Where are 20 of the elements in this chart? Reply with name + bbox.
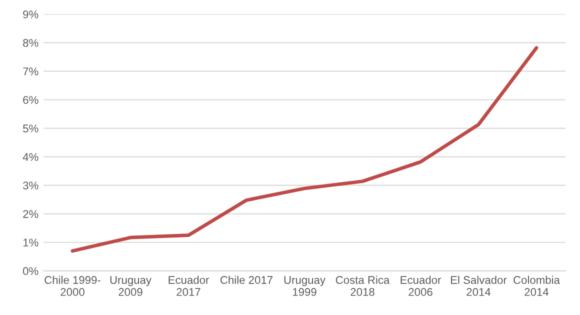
- y-tick-label: 5%: [23, 124, 38, 132]
- y-tick-label: 1%: [23, 238, 38, 246]
- y-tick-label: 0%: [23, 267, 38, 276]
- line-series: [70, 46, 538, 253]
- y-tick-label: 8%: [23, 38, 38, 47]
- y-tick-label: 2%: [23, 210, 38, 218]
- x-tick-label: Chile 1999- 2000: [44, 276, 100, 296]
- y-tick-label: 7%: [23, 68, 38, 76]
- y-tick-label: 6%: [23, 96, 38, 104]
- x-tick-label: Ecuador 2006: [400, 276, 442, 296]
- x-tick-label: Chile 2017: [220, 276, 273, 284]
- x-tick-label: Colombia 2014: [514, 276, 560, 296]
- x-tick-label: Uruguay 2009: [110, 276, 152, 296]
- y-tick-label: 9%: [23, 10, 38, 18]
- y-tick-label: 4%: [22, 153, 38, 161]
- x-tick-label: Costa Rica 2018: [336, 276, 390, 296]
- x-tick-label: Uruguay 1999: [284, 276, 326, 296]
- x-tick-label: El Salvador 2014: [451, 276, 507, 296]
- x-tick-label: Ecuador 2017: [168, 276, 210, 296]
- y-tick-label: 3%: [23, 182, 38, 190]
